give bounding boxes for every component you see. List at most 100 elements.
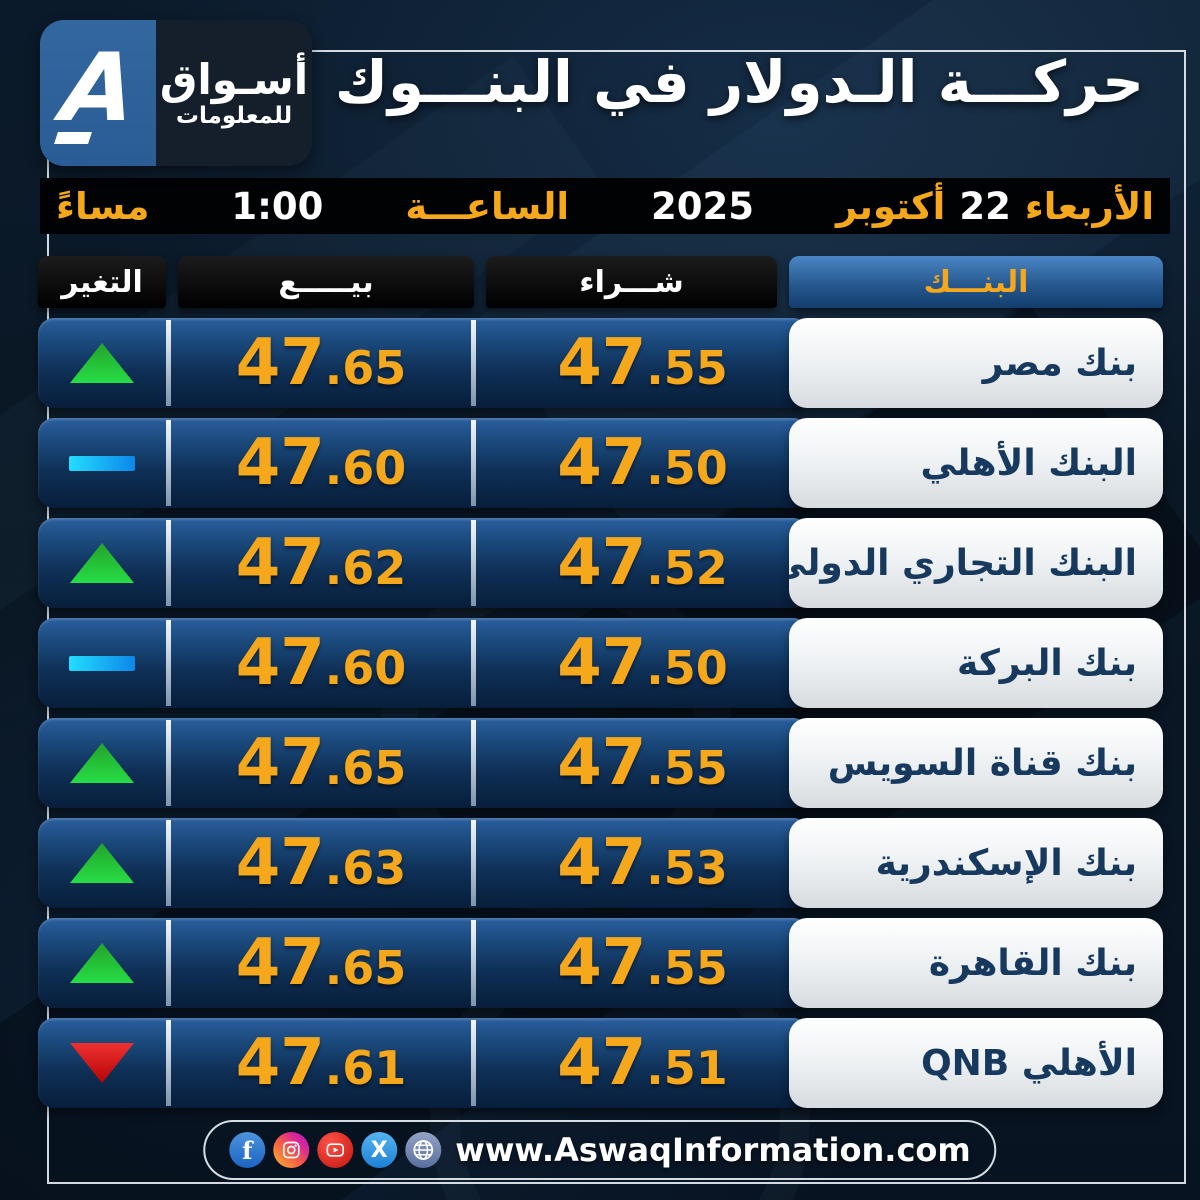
buy-value: 47	[557, 426, 647, 500]
website-url[interactable]: www.AswaqInformation.com	[455, 1131, 971, 1169]
column-divider	[166, 720, 171, 806]
sell-cell: 47.65	[235, 926, 407, 1000]
sell-cell: 47.65	[235, 726, 407, 800]
bank-name: البنك الأهلي	[789, 418, 1163, 508]
time-value: 1:00	[231, 184, 324, 228]
down-arrow-icon	[70, 1043, 134, 1083]
year-label: 2025	[651, 184, 755, 228]
instagram-icon[interactable]	[273, 1132, 310, 1168]
sell-value: 47	[235, 1026, 325, 1100]
buy-cell: 47.55	[557, 726, 728, 800]
youtube-icon[interactable]	[317, 1132, 354, 1168]
bank-name: بنك البركة	[789, 618, 1163, 708]
month-label: أكتوبر	[835, 184, 946, 228]
buy-cell: 47.55	[557, 926, 728, 1000]
no-change-dash-icon	[69, 655, 135, 671]
no-change-dash-icon	[69, 455, 135, 471]
footer-bar: f X www.AswaqInformation.com	[203, 1120, 997, 1180]
header-change: التغير	[38, 256, 166, 308]
table-row: 47.65 47.55 بنك مصر	[38, 318, 1163, 408]
sell-value: 47	[235, 926, 325, 1000]
column-divider	[471, 320, 476, 406]
bank-name: البنك التجاري الدولي	[789, 518, 1163, 608]
buy-value: 47	[557, 1026, 647, 1100]
up-arrow-icon	[70, 743, 134, 783]
column-divider	[471, 420, 476, 506]
change-cell	[38, 418, 166, 508]
brand-name: أسـواق	[159, 54, 309, 104]
sell-value: 47	[235, 726, 325, 800]
up-arrow-icon	[70, 943, 134, 983]
change-cell	[38, 818, 166, 908]
sell-value: 47	[235, 526, 325, 600]
buy-cell: 47.53	[557, 826, 728, 900]
bank-name: بنك القاهرة	[789, 918, 1163, 1008]
buy-value: 47	[557, 526, 647, 600]
column-divider	[166, 420, 171, 506]
change-cell	[38, 618, 166, 708]
bank-name: بنك قناة السويس	[789, 718, 1163, 808]
column-divider	[471, 620, 476, 706]
table-row: 47.60 47.50 بنك البركة	[38, 618, 1163, 708]
globe-icon[interactable]	[405, 1132, 442, 1168]
sell-cell: 47.62	[235, 526, 407, 600]
change-cell	[38, 718, 166, 808]
facebook-icon[interactable]: f	[229, 1132, 266, 1168]
column-divider	[166, 1020, 171, 1106]
change-cell	[38, 918, 166, 1008]
sell-value: 47	[235, 826, 325, 900]
header-sell: بيـــــع	[178, 256, 474, 308]
rates-table-body: 47.65 47.55 بنك مصر 47.60 4	[38, 318, 1163, 1108]
up-arrow-icon	[70, 343, 134, 383]
column-divider	[166, 820, 171, 906]
frame-border	[47, 50, 1186, 1184]
column-divider	[471, 1020, 476, 1106]
brand-tagline: للمعلومات	[175, 102, 293, 129]
change-cell	[38, 518, 166, 608]
hour-word: الساعـــة	[405, 184, 570, 228]
sell-cell: 47.61	[235, 1026, 407, 1100]
column-divider	[471, 520, 476, 606]
buy-value: 47	[557, 926, 647, 1000]
buy-value: 47	[557, 626, 647, 700]
column-divider	[166, 620, 171, 706]
sell-cell: 47.63	[235, 826, 407, 900]
sell-cell: 47.60	[235, 626, 407, 700]
x-icon[interactable]: X	[361, 1132, 398, 1168]
brand-logo-a-icon: A	[40, 20, 156, 166]
rates-table: التغير بيـــــع شـــراء البنـــك 47.65 4…	[38, 256, 1163, 1118]
header-bank: البنـــك	[789, 256, 1163, 308]
date-bar: الأربعاء 22 أكتوبر 2025 الساعـــة 1:00 م…	[40, 178, 1170, 234]
day-number: 22	[959, 184, 1011, 228]
column-divider	[166, 920, 171, 1006]
buy-value: 47	[557, 826, 647, 900]
period-label: مساءً	[56, 184, 150, 228]
up-arrow-icon	[70, 843, 134, 883]
sell-cell: 47.65	[235, 326, 407, 400]
buy-cell: 47.55	[557, 326, 728, 400]
change-cell	[38, 1018, 166, 1108]
table-row: 47.65 47.55 بنك القاهرة	[38, 918, 1163, 1008]
bank-name: الأهلي QNB	[789, 1018, 1163, 1108]
sell-value: 47	[235, 626, 325, 700]
weekday-label: الأربعاء	[1024, 184, 1154, 228]
up-arrow-icon	[70, 543, 134, 583]
buy-cell: 47.50	[557, 426, 728, 500]
table-header-row: التغير بيـــــع شـــراء البنـــك	[38, 256, 1163, 308]
table-row: 47.60 47.50 البنك الأهلي	[38, 418, 1163, 508]
buy-cell: 47.51	[557, 1026, 728, 1100]
buy-value: 47	[557, 726, 647, 800]
column-divider	[471, 820, 476, 906]
column-divider	[166, 520, 171, 606]
brand-logo: A أسـواق للمعلومات	[40, 20, 312, 166]
sell-cell: 47.60	[235, 426, 407, 500]
column-divider	[471, 720, 476, 806]
column-divider	[471, 920, 476, 1006]
buy-cell: 47.52	[557, 526, 728, 600]
table-row: 47.63 47.53 بنك الإسكندرية	[38, 818, 1163, 908]
change-cell	[38, 318, 166, 408]
column-divider	[166, 320, 171, 406]
table-row: 47.62 47.52 البنك التجاري الدولي	[38, 518, 1163, 608]
header-buy: شـــراء	[486, 256, 777, 308]
